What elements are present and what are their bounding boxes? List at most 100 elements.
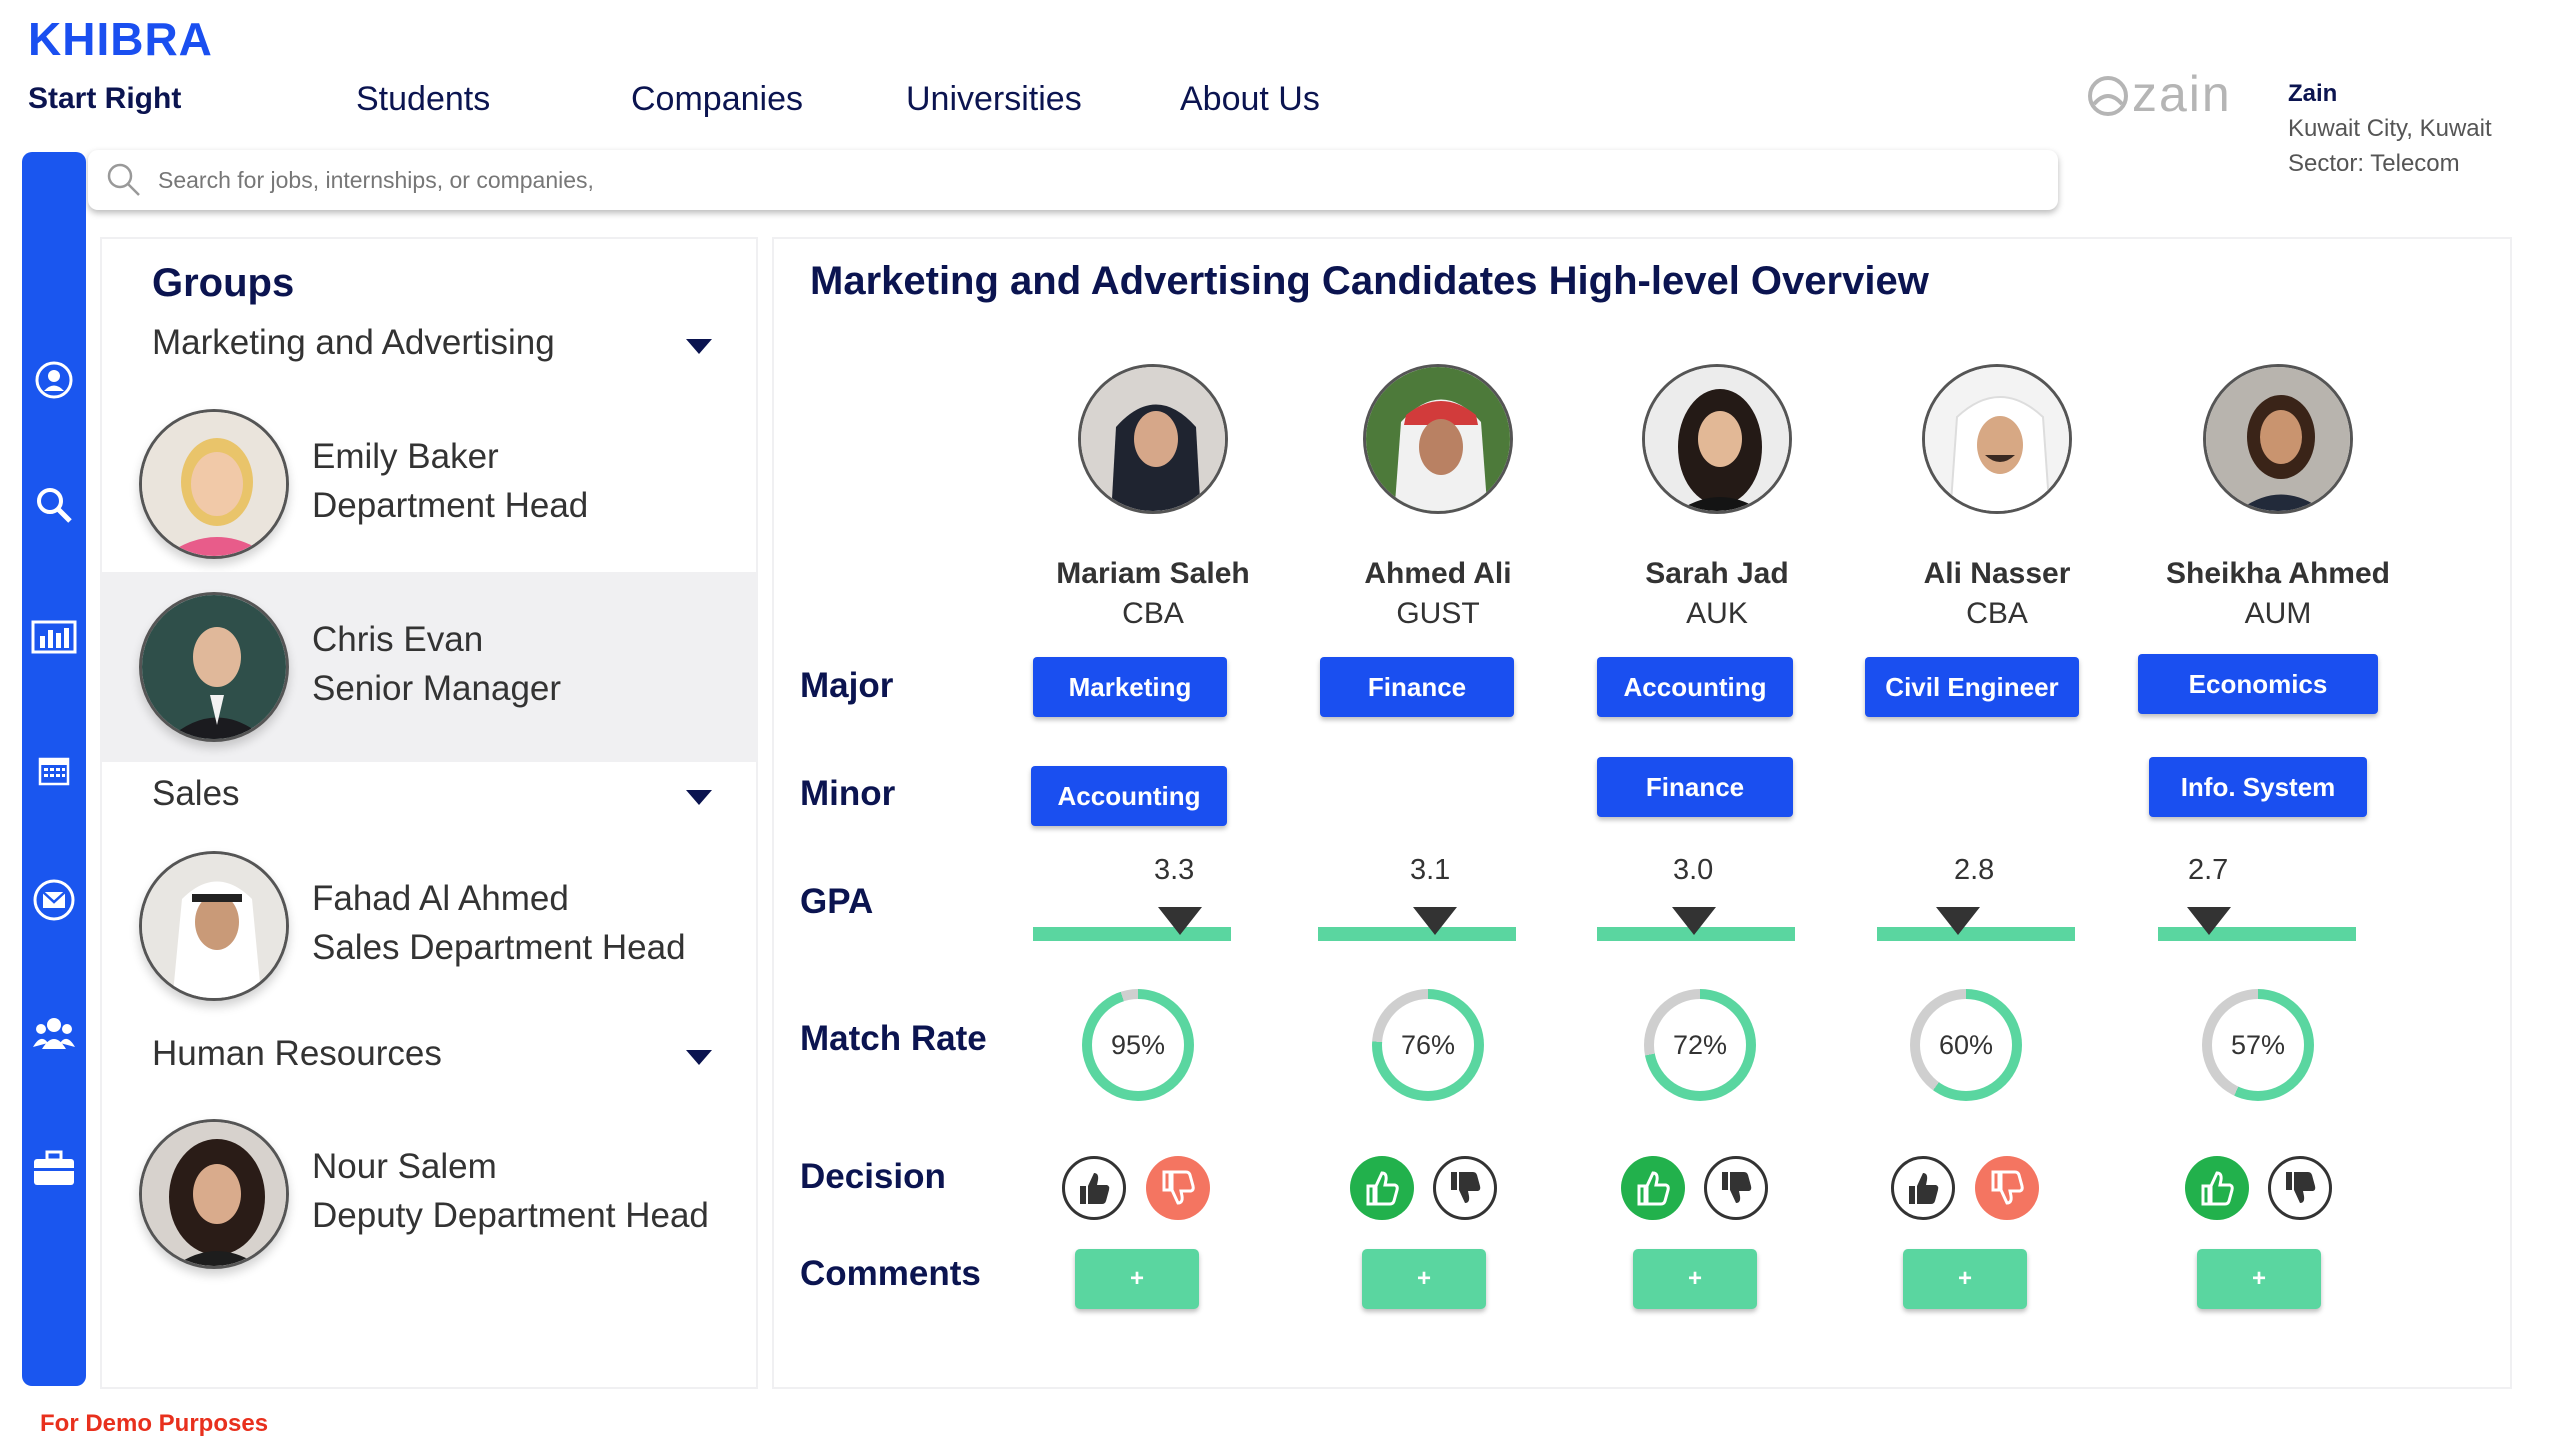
thumbs-down-button[interactable] bbox=[2268, 1156, 2332, 1220]
gpa-value: 3.0 bbox=[1673, 854, 1714, 886]
chevron-down-icon[interactable] bbox=[686, 790, 712, 805]
avatar bbox=[139, 851, 289, 1001]
row-label-comments: Comments bbox=[800, 1254, 981, 1293]
member-card[interactable]: Chris Evan Senior Manager bbox=[102, 572, 756, 762]
candidate-university: AUK bbox=[1686, 597, 1748, 630]
candidate-university: AUM bbox=[2244, 597, 2312, 630]
rail-search-button[interactable] bbox=[31, 482, 77, 528]
thumbs-up-icon bbox=[1080, 1173, 1110, 1204]
candidate-name: Ahmed Ali bbox=[1364, 557, 1512, 590]
chevron-down-icon[interactable] bbox=[686, 339, 712, 354]
member-card[interactable]: Nour Salem Deputy Department Head bbox=[102, 1099, 756, 1289]
gpa-value: 3.1 bbox=[1410, 854, 1451, 886]
thumbs-down-button[interactable] bbox=[1975, 1156, 2039, 1220]
rail-briefcase-button[interactable] bbox=[31, 1145, 77, 1191]
thumbs-up-button[interactable] bbox=[1350, 1156, 1414, 1220]
minor-badge: Accounting bbox=[1031, 766, 1227, 826]
company-location: Kuwait City, Kuwait bbox=[2288, 115, 2492, 142]
candidate-photo bbox=[1078, 364, 1228, 514]
candidate-name: Sarah Jad bbox=[1645, 557, 1789, 590]
overview-title: Marketing and Advertising Candidates Hig… bbox=[810, 259, 1929, 303]
nav-universities[interactable]: Universities bbox=[906, 80, 1082, 118]
thumbs-up-button[interactable] bbox=[1891, 1156, 1955, 1220]
match-rate-ring: 60% bbox=[1910, 989, 2022, 1101]
nav-companies[interactable]: Companies bbox=[631, 80, 803, 118]
svg-text:zain: zain bbox=[2132, 66, 2232, 122]
briefcase-icon bbox=[34, 1150, 74, 1185]
candidates-overview-panel: Marketing and Advertising Candidates Hig… bbox=[772, 237, 2512, 1389]
group-header-marketing[interactable]: Marketing and Advertising bbox=[152, 323, 712, 369]
thumbs-down-icon bbox=[1722, 1172, 1752, 1203]
nav-students[interactable]: Students bbox=[356, 80, 491, 118]
groups-panel: Groups Marketing and Advertising Emily B… bbox=[100, 237, 758, 1389]
search-icon bbox=[107, 163, 140, 196]
member-name: Emily Baker bbox=[312, 437, 499, 476]
match-rate-ring: 57% bbox=[2202, 989, 2314, 1101]
company-name: Zain bbox=[2288, 80, 2338, 107]
match-rate-value: 60% bbox=[1920, 999, 2012, 1091]
thumbs-up-icon bbox=[2201, 1171, 2234, 1206]
add-comment-button[interactable]: + bbox=[1633, 1249, 1757, 1309]
candidate-university: CBA bbox=[1966, 597, 2028, 630]
add-comment-button[interactable]: + bbox=[1362, 1249, 1486, 1309]
gpa-marker-icon bbox=[2187, 907, 2231, 935]
member-name: Chris Evan bbox=[312, 620, 484, 659]
add-comment-button[interactable]: + bbox=[2197, 1249, 2321, 1309]
candidate-university: GUST bbox=[1396, 597, 1480, 630]
member-role: Sales Department Head bbox=[312, 928, 686, 967]
sidebar-rail bbox=[22, 152, 86, 1386]
nav-about-us[interactable]: About Us bbox=[1180, 80, 1320, 118]
minor-badge: Info. System bbox=[2149, 757, 2367, 817]
chevron-down-icon[interactable] bbox=[686, 1050, 712, 1065]
minor-badge: Finance bbox=[1597, 757, 1793, 817]
company-logo: zain bbox=[2080, 66, 2265, 126]
thumbs-down-button[interactable] bbox=[1433, 1156, 1497, 1220]
thumbs-up-button[interactable] bbox=[2185, 1156, 2249, 1220]
major-badge: Civil Engineer bbox=[1865, 657, 2079, 717]
member-name: Nour Salem bbox=[312, 1147, 497, 1186]
company-sector: Sector: Telecom bbox=[2288, 150, 2460, 177]
search-input[interactable] bbox=[158, 166, 1958, 194]
candidate-name: Mariam Saleh bbox=[1056, 557, 1250, 590]
row-label-minor: Minor bbox=[800, 774, 896, 813]
thumbs-down-button[interactable] bbox=[1146, 1156, 1210, 1220]
rail-calendar-button[interactable] bbox=[31, 747, 77, 793]
thumbs-up-button[interactable] bbox=[1062, 1156, 1126, 1220]
rail-profile-button[interactable] bbox=[31, 357, 77, 403]
thumbs-down-button[interactable] bbox=[1704, 1156, 1768, 1220]
rail-dashboard-button[interactable] bbox=[31, 615, 77, 661]
major-badge: Marketing bbox=[1033, 657, 1227, 717]
thumbs-down-icon bbox=[2286, 1172, 2316, 1203]
match-rate-ring: 76% bbox=[1372, 989, 1484, 1101]
add-comment-button[interactable]: + bbox=[1075, 1249, 1199, 1309]
search-icon bbox=[37, 488, 72, 523]
match-rate-value: 95% bbox=[1092, 999, 1184, 1091]
thumbs-up-button[interactable] bbox=[1621, 1156, 1685, 1220]
candidate-photo bbox=[1922, 364, 2072, 514]
match-rate-ring: 95% bbox=[1082, 989, 1194, 1101]
brand-logo[interactable]: KHIBRA bbox=[28, 13, 213, 65]
member-card[interactable]: Fahad Al Ahmed Sales Department Head bbox=[102, 831, 756, 1021]
gpa-marker-icon bbox=[1158, 907, 1202, 935]
group-name: Marketing and Advertising bbox=[152, 323, 555, 362]
group-header-sales[interactable]: Sales bbox=[152, 774, 712, 820]
rail-mail-button[interactable] bbox=[31, 877, 77, 923]
row-label-major: Major bbox=[800, 666, 894, 705]
candidate-column: Ali Nasser CBA Civil Engineer 2.8 60% + bbox=[1865, 239, 2117, 1389]
member-role: Senior Manager bbox=[312, 669, 562, 708]
rail-group-button[interactable] bbox=[31, 1010, 77, 1056]
member-role: Deputy Department Head bbox=[312, 1196, 709, 1235]
candidate-column: Sheikha Ahmed AUM Economics Info. System… bbox=[2138, 239, 2398, 1389]
group-name: Human Resources bbox=[152, 1034, 442, 1073]
gpa-marker-icon bbox=[1672, 907, 1716, 935]
group-name: Sales bbox=[152, 774, 240, 813]
candidate-photo bbox=[2203, 364, 2353, 514]
gpa-marker-icon bbox=[1413, 907, 1457, 935]
candidate-column: Ahmed Ali GUST Finance 3.1 76% + bbox=[1318, 239, 1558, 1389]
member-card[interactable]: Emily Baker Department Head bbox=[102, 389, 756, 579]
add-comment-button[interactable]: + bbox=[1903, 1249, 2027, 1309]
group-header-human-resources[interactable]: Human Resources bbox=[152, 1034, 712, 1080]
match-rate-value: 76% bbox=[1382, 999, 1474, 1091]
thumbs-down-icon bbox=[1162, 1170, 1195, 1205]
thumbs-up-icon bbox=[1366, 1171, 1399, 1206]
